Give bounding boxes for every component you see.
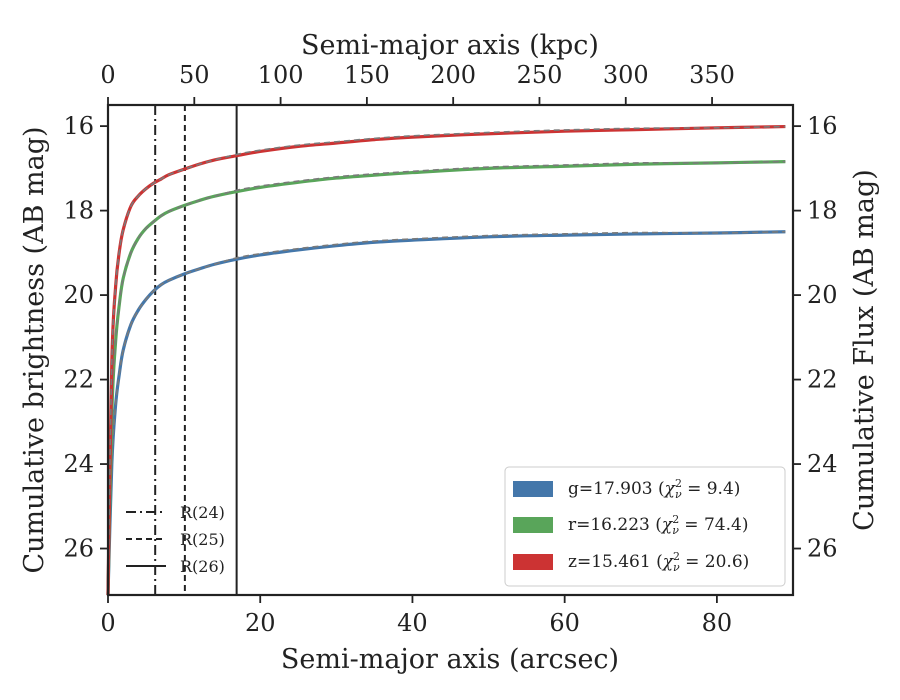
y-tick-label: 20 (63, 281, 94, 309)
legend-r-label: r=16.223 (χ2 ν = 74.4) (568, 513, 748, 537)
y2-tick-label: 18 (807, 197, 838, 225)
series-r-model (107, 160, 786, 596)
y-tick-label: 24 (63, 450, 94, 478)
legend-r26-label: R(26) (180, 557, 225, 576)
y-tick-label: 16 (63, 112, 94, 140)
y-tick-label: 18 (63, 197, 94, 225)
x-axis-label: Semi-major axis (arcsec) (281, 644, 619, 675)
legend-g-swatch (513, 481, 553, 497)
x-tick-label: 80 (702, 609, 733, 637)
x2-tick-label: 200 (430, 61, 476, 89)
y2-tick-label: 20 (807, 281, 838, 309)
x2-tick-label: 350 (689, 61, 735, 89)
x2-tick-label: 250 (517, 61, 563, 89)
y-tick-label: 26 (63, 535, 94, 563)
legend-z-chi2: 20.6 (705, 552, 743, 572)
legend-z-swatch (513, 554, 553, 570)
legend-g-label: g=17.903 (χ2 ν = 9.4) (568, 477, 740, 501)
plot-frame (106, 103, 795, 597)
legend-g-text: g=17.903 (568, 479, 653, 499)
y2-tick-label: 22 (807, 366, 838, 394)
x-tick-label: 40 (397, 609, 428, 637)
y2-tick-label: 26 (807, 535, 838, 563)
legend-r-chi2: 74.4 (704, 515, 742, 535)
axis-ticks: 0 20 40 60 80 0 50 100 150 200 250 300 350 16 16 18 18 20… (63, 61, 837, 637)
series-z-model (107, 125, 786, 596)
x-tick-label: 60 (549, 609, 580, 637)
x2-tick-label: 0 (100, 61, 115, 89)
band-legend: g=17.903 (χ2 ν = 9.4) r=16.223 (χ2 ν = 74.… (504, 466, 786, 587)
y-tick-label: 22 (63, 366, 94, 394)
y-axis-label: Cumulative brightness (AB mag) (19, 126, 50, 573)
reference-legend: R(24) R(25) R(26) (126, 503, 225, 576)
x2-tick-label: 50 (179, 61, 210, 89)
top-axis-label: Semi-major axis (kpc) (301, 30, 599, 61)
legend-r-text: r=16.223 (568, 515, 650, 535)
legend-r-swatch (513, 517, 553, 533)
x2-tick-label: 150 (344, 61, 390, 89)
y2-tick-label: 24 (807, 450, 838, 478)
series-layer (106, 124, 786, 596)
band-legend-frame (504, 466, 786, 587)
legend-r25-label: R(25) (180, 530, 225, 549)
legend-z-text: z=15.461 (568, 552, 651, 572)
x-tick-label: 0 (100, 609, 115, 637)
x2-tick-label: 300 (603, 61, 649, 89)
legend-g-chi2: 9.4 (707, 479, 734, 499)
legend-r24-label: R(24) (180, 503, 225, 522)
right-axis-label: Cumulative Flux (AB mag) (849, 169, 880, 531)
y2-tick-label: 16 (807, 112, 838, 140)
x-tick-label: 20 (245, 609, 276, 637)
reference-lines (154, 105, 238, 595)
x2-tick-label: 100 (258, 61, 304, 89)
legend-z-label: z=15.461 (χ2 ν = 20.6) (568, 550, 749, 574)
series-g-model (107, 230, 786, 596)
